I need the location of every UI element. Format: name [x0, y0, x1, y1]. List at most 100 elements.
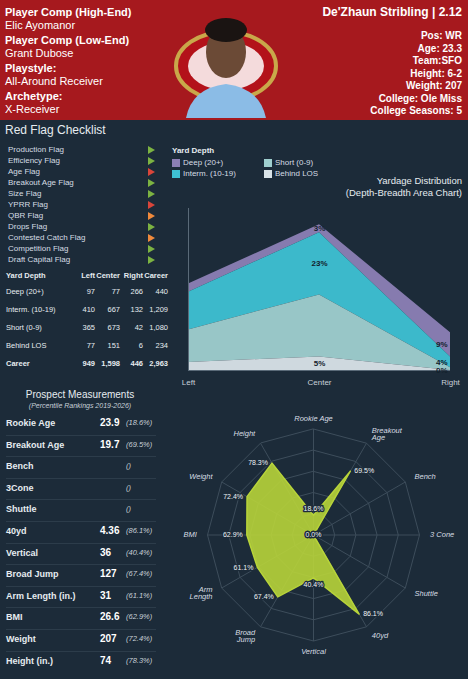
- svg-text:61.1%: 61.1%: [234, 564, 254, 571]
- html-text:Breakout Age: Breakout Age: [6, 439, 65, 450]
- html-text:Red Flag Checklist: Red Flag Checklist: [5, 123, 106, 137]
- html-text:31: 31: [100, 589, 112, 601]
- html-text:Prospect Measurements: Prospect Measurements: [25, 389, 135, 400]
- html-text:Deep (20+): Deep (20+): [6, 287, 44, 296]
- svg-text:69.5%: 69.5%: [354, 467, 374, 474]
- svg-text:9%: 9%: [436, 340, 448, 349]
- html-text:3Cone: 3Cone: [6, 482, 34, 493]
- svg-text:86.1%: 86.1%: [363, 610, 383, 617]
- svg-text:5%: 5%: [314, 359, 326, 368]
- html-text:Competition Flag: Competition Flag: [8, 244, 69, 253]
- html-text:266: 266: [130, 287, 143, 296]
- html-text:College: Ole Miss: College: Ole Miss: [378, 92, 462, 104]
- html-text:De'Zhaun Stribling | 2.12: De'Zhaun Stribling | 2.12: [322, 5, 462, 19]
- svg-text:BroadJump: BroadJump: [235, 628, 256, 645]
- svg-text:BreakoutAge: BreakoutAge: [371, 426, 403, 443]
- html-text:36: 36: [100, 546, 112, 558]
- html-text:440: 440: [155, 287, 168, 296]
- svg-text:67.4%: 67.4%: [254, 593, 274, 600]
- svg-text:3 Cone: 3 Cone: [430, 530, 454, 539]
- html-text:(78.3%): (78.3%): [126, 655, 153, 665]
- html-text:Efficiency Flag: Efficiency Flag: [8, 156, 60, 165]
- html-text:26.6: 26.6: [100, 611, 120, 623]
- html-text:Elic Ayomanor: Elic Ayomanor: [5, 19, 76, 31]
- html-text:97: 97: [86, 287, 95, 296]
- html-text:Yardage Distribution: Yardage Distribution: [376, 175, 462, 186]
- html-text:Broad Jump: Broad Jump: [6, 569, 59, 580]
- html-text:Team:SFO: Team:SFO: [412, 55, 462, 66]
- svg-text:40.4%: 40.4%: [304, 581, 324, 588]
- svg-text:72.4%: 72.4%: [223, 493, 243, 500]
- html-text:(61.1%): (61.1%): [126, 590, 153, 600]
- html-text:Production Flag: Production Flag: [8, 145, 64, 154]
- html-text:Contested Catch Flag: Contested Catch Flag: [8, 233, 86, 242]
- html-text:Breakout Age Flag: Breakout Age Flag: [8, 178, 74, 187]
- html-text:Yard Depth: Yard Depth: [6, 271, 46, 280]
- svg-text:Center: Center: [307, 378, 331, 387]
- html-text:Age Flag: Age Flag: [8, 167, 40, 176]
- svg-text:40yd: 40yd: [372, 631, 389, 640]
- html-text:(Depth-Breadth Area Chart): (Depth-Breadth Area Chart): [345, 187, 462, 198]
- html-text:Drops Flag: Drops Flag: [8, 222, 48, 231]
- html-text:Arm Length (in.): Arm Length (in.): [6, 590, 76, 601]
- html-text:Left Center Right Career: Left Center Right Career: [81, 271, 168, 280]
- svg-text:0.0%: 0.0%: [306, 531, 322, 538]
- html-text:Size Flag: Size Flag: [8, 189, 42, 198]
- html-text:Weight: 207: Weight: 207: [406, 80, 462, 91]
- html-text:40yd: 40yd: [6, 526, 27, 536]
- html-text:667: 667: [107, 305, 120, 314]
- html-text:4.36: 4.36: [100, 525, 120, 536]
- html-text:BMI: BMI: [6, 612, 23, 623]
- svg-text:0.0%: 0.0%: [306, 531, 322, 538]
- html-text:Shuttle: Shuttle: [6, 504, 37, 515]
- svg-text:0%: 0%: [436, 366, 448, 375]
- html-text:QBR Flag: QBR Flag: [8, 211, 44, 220]
- html-text:Draft Capital Flag: Draft Capital Flag: [8, 255, 71, 264]
- svg-text:Bench: Bench: [414, 472, 435, 481]
- html-text:(69.5%): (69.5%): [126, 439, 153, 449]
- html-text:Pos: WR: Pos: WR: [420, 30, 462, 41]
- svg-text:Shuttle: Shuttle: [414, 589, 437, 598]
- html-text:Player Comp (Low-End): Player Comp (Low-End): [5, 34, 130, 46]
- svg-text:ArmLength: ArmLength: [190, 585, 213, 602]
- html-text:Playstyle:: Playstyle:: [5, 62, 57, 74]
- html-text:Grant Dubose: Grant Dubose: [5, 47, 74, 59]
- svg-text:18.6%: 18.6%: [304, 505, 324, 512]
- html-text:Archetype:: Archetype:: [5, 90, 63, 102]
- html-text:127: 127: [100, 568, 117, 580]
- svg-text:23%: 23%: [311, 259, 327, 268]
- svg-text:BMI: BMI: [184, 530, 197, 539]
- html-text:Weight: Weight: [6, 634, 36, 644]
- svg-text:62.9%: 62.9%: [223, 531, 243, 538]
- html-text:X-Receiver: X-Receiver: [5, 103, 60, 115]
- html-text:(67.4%): (67.4%): [126, 569, 153, 579]
- svg-text:Left: Left: [182, 378, 196, 387]
- html-text:Age: 23.3: Age: 23.3: [417, 42, 462, 54]
- html-text:Rookie Age: Rookie Age: [6, 418, 56, 428]
- html-text:Vertical: Vertical: [6, 547, 38, 558]
- html-text:(62.9%): (62.9%): [126, 612, 153, 622]
- html-text:Interm. (10-19): Interm. (10-19): [6, 305, 56, 314]
- html-text:Height: 6-2: Height: 6-2: [410, 67, 462, 79]
- svg-text:78.3%: 78.3%: [248, 459, 268, 466]
- svg-text:Rookie Age: Rookie Age: [294, 414, 333, 423]
- svg-text:Weight: Weight: [189, 472, 213, 481]
- html-text:77: 77: [111, 287, 120, 296]
- html-text:207: 207: [100, 633, 117, 644]
- html-text:410: 410: [82, 305, 95, 314]
- html-text:23.9: 23.9: [100, 417, 120, 428]
- html-text:19.7: 19.7: [100, 438, 120, 450]
- html-text:Player Comp (High-End): Player Comp (High-End): [5, 6, 132, 18]
- svg-text:Vertical: Vertical: [301, 647, 326, 656]
- html-text:All-Around Receiver: All-Around Receiver: [5, 75, 103, 87]
- svg-text:Right: Right: [441, 378, 460, 387]
- html-text:Height (in.): Height (in.): [6, 655, 53, 666]
- svg-text:3%: 3%: [314, 224, 326, 233]
- html-text:74: 74: [100, 654, 112, 666]
- svg-text:Height: Height: [234, 429, 257, 438]
- html-text:YPRR Flag: YPRR Flag: [8, 200, 48, 209]
- html-text:Bench: Bench: [6, 461, 34, 472]
- svg-text:0.0%: 0.0%: [306, 531, 322, 538]
- html-text:(40.4%): (40.4%): [126, 547, 153, 557]
- html-text:College Seasons: 5: College Seasons: 5: [370, 105, 462, 116]
